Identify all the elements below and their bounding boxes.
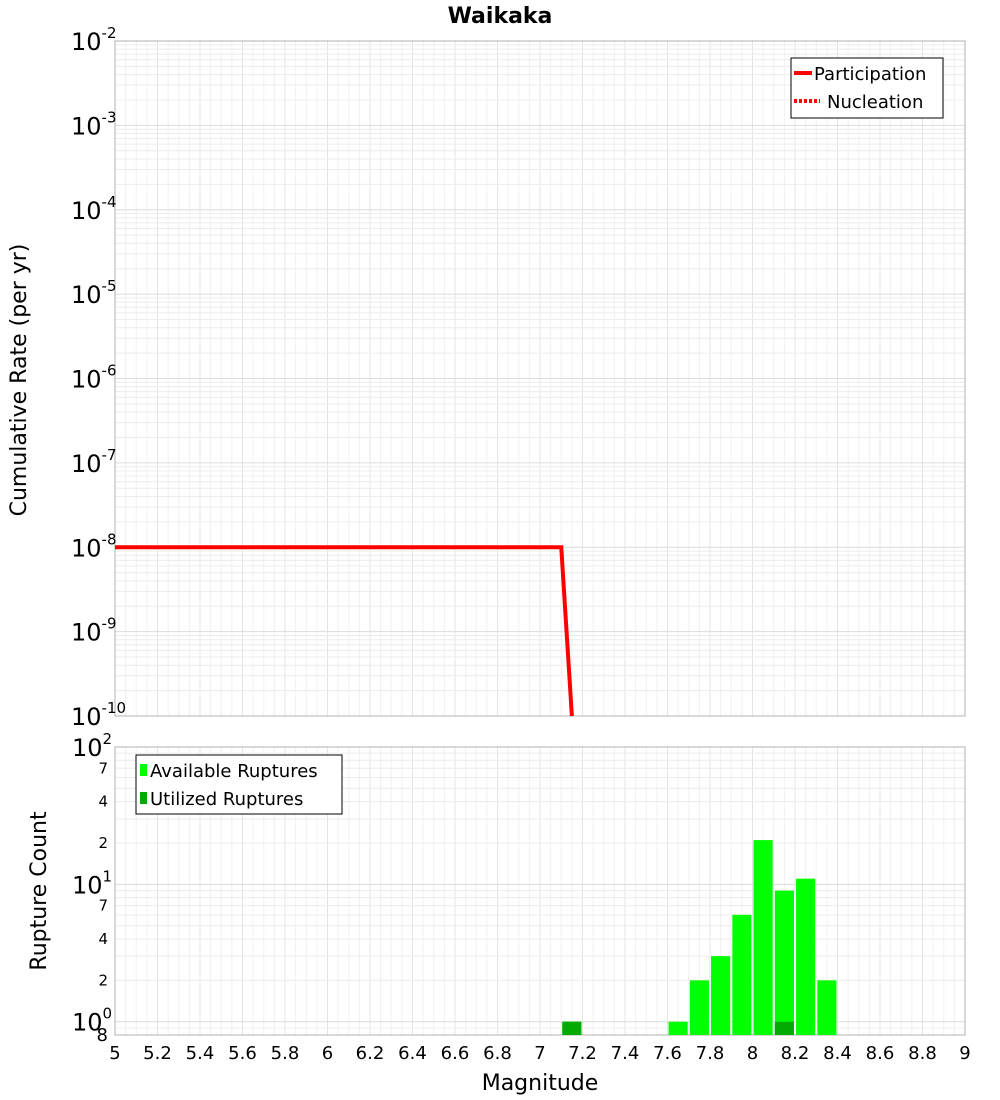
x-tick-label: 7.6	[653, 1043, 682, 1064]
top-y-ticks: 10-2 10-3 10-4 10-5 10-6 10-7 10-8 10-9 10-10	[71, 24, 126, 731]
top-y-tick-label: 10-3	[71, 108, 117, 140]
bottom-y-tick-minor: 4	[98, 793, 108, 811]
x-tick-label: 7.2	[568, 1043, 597, 1064]
top-y-tick-label: 10-8	[71, 530, 117, 562]
top-y-tick-label: 10-4	[71, 193, 117, 225]
bar-available-ruptures	[732, 914, 752, 1035]
legend-utilized-swatch	[140, 792, 147, 804]
bottom-y-tick-minor: 7	[98, 759, 108, 777]
bottom-plot-frame	[114, 746, 966, 1036]
bottom-x-ticks: 5 5.2 5.4 5.6 5.8 6 6.2 6.4 6.6 6.8 7 7.2 7.4 7.6 7.8 8…	[109, 1043, 970, 1064]
x-tick-label: 6.8	[483, 1043, 512, 1064]
bar-available-ruptures	[668, 1021, 688, 1035]
top-legend-box	[790, 57, 944, 119]
top-y-tick-label: 10-2	[71, 24, 117, 56]
top-y-axis-title: Cumulative Rate (per yr)	[7, 244, 32, 517]
bottom-y-tick-minor: 4	[98, 930, 108, 948]
top-plot-frame	[114, 40, 966, 717]
bottom-y-tick-minor: 2	[98, 834, 108, 852]
bottom-y-axis-title: Rupture Count	[27, 811, 52, 971]
x-tick-label: 7.4	[611, 1043, 640, 1064]
x-tick-label: 5.2	[143, 1043, 172, 1064]
x-tick-label: 8.4	[823, 1043, 852, 1064]
chart-title: Waikaka	[448, 4, 553, 29]
x-tick-label: 5.8	[271, 1043, 300, 1064]
x-tick-label: 5	[109, 1043, 120, 1064]
legend-available-label: Available Ruptures	[150, 761, 318, 782]
bottom-y-tick-major: 100	[72, 1005, 112, 1037]
x-tick-label: 6.2	[356, 1043, 385, 1064]
bar-available-ruptures	[753, 840, 773, 1035]
bar-available-ruptures	[817, 980, 837, 1035]
legend-nucleation-label: Nucleation	[827, 92, 923, 113]
bottom-y-tick-minor: 8	[97, 1025, 108, 1046]
bottom-y-tick-major: 102	[72, 730, 112, 762]
x-axis-title: Magnitude	[482, 1071, 599, 1096]
legend-available-swatch	[140, 764, 147, 776]
bottom-legend: Available Ruptures Utilized Ruptures	[135, 754, 343, 815]
x-tick-label: 8.2	[781, 1043, 810, 1064]
top-legend: Participation Nucleation	[790, 57, 944, 119]
x-tick-label: 6.6	[441, 1043, 470, 1064]
top-y-tick-label: 10-10	[71, 699, 126, 731]
top-y-tick-label: 10-5	[71, 277, 117, 309]
top-y-tick-label: 10-7	[71, 446, 117, 478]
x-tick-label: 6.4	[398, 1043, 427, 1064]
bottom-y-tick-minor: 7	[98, 897, 108, 915]
x-tick-label: 7.8	[696, 1043, 725, 1064]
bar-available-ruptures	[774, 890, 794, 1035]
top-grid	[114, 41, 966, 717]
bottom-bars	[562, 840, 837, 1035]
x-tick-label: 8.6	[866, 1043, 895, 1064]
bar-available-ruptures	[711, 956, 731, 1035]
bar-available-ruptures	[689, 980, 709, 1035]
top-y-tick-label: 10-6	[71, 362, 117, 394]
x-tick-label: 8	[747, 1043, 758, 1064]
series-nucleation-line	[115, 545, 574, 717]
top-series	[115, 545, 574, 717]
x-tick-label: 5.6	[228, 1043, 257, 1064]
top-y-tick-label: 10-9	[71, 615, 117, 647]
x-tick-label: 9	[959, 1043, 970, 1064]
bar-available-ruptures	[796, 878, 816, 1035]
x-tick-label: 6	[322, 1043, 333, 1064]
x-tick-label: 7	[534, 1043, 545, 1064]
legend-utilized-label: Utilized Ruptures	[150, 789, 303, 810]
x-tick-label: 5.4	[186, 1043, 215, 1064]
bar-utilized-ruptures	[774, 1021, 794, 1035]
bottom-y-tick-major: 101	[72, 867, 112, 899]
bottom-y-ticks: 102 101 100 7 4 2 7 4 2 8	[72, 730, 112, 1046]
x-tick-label: 8.8	[908, 1043, 937, 1064]
bottom-y-tick-minor: 2	[98, 971, 108, 989]
bar-utilized-ruptures	[562, 1021, 582, 1035]
bottom-legend-box	[135, 754, 343, 815]
legend-participation-label: Participation	[814, 64, 926, 85]
